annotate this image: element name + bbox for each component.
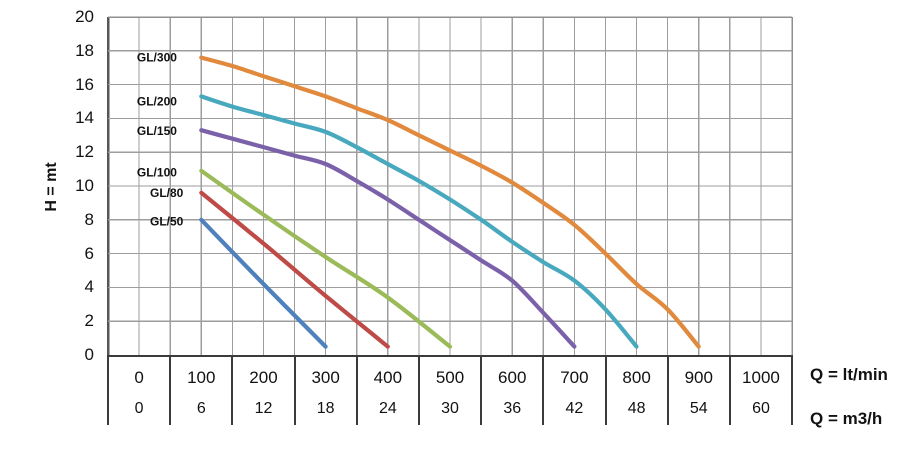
x-axis-column: 400 24 — [358, 357, 420, 425]
y-tick-label: 8 — [84, 209, 94, 229]
x-tick-m3-h: 12 — [254, 400, 273, 417]
x-tick-m3-h: 42 — [565, 400, 584, 417]
series-label-gl-150: GL/150 — [137, 124, 177, 138]
x-tick-m3-h: 48 — [627, 400, 646, 417]
y-tick-label: 18 — [75, 40, 94, 60]
y-tick-label: 6 — [84, 243, 94, 263]
series-curve-gl-100 — [199, 168, 453, 349]
y-tick-label: 20 — [75, 7, 94, 26]
x-axis-unit-lt-min: Q = lt/min — [810, 365, 888, 384]
series-label-gl-200: GL/200 — [137, 95, 177, 109]
y-tick-label: 4 — [84, 277, 94, 297]
x-axis-column: 800 48 — [607, 357, 669, 425]
y-tick-label: 12 — [75, 142, 94, 162]
series-curve-gl-80 — [199, 190, 390, 349]
y-tick-label: 2 — [84, 311, 94, 331]
x-axis-column: 100 6 — [171, 357, 234, 425]
x-tick-lt-min: 500 — [435, 368, 465, 387]
y-tick-label: 14 — [75, 108, 94, 128]
x-tick-lt-min: 800 — [622, 368, 651, 387]
series-label-gl-100: GL/100 — [137, 166, 177, 180]
x-axis-column: 500 30 — [420, 357, 483, 425]
series-label-gl-300: GL/300 — [137, 51, 177, 65]
x-tick-lt-min: 200 — [249, 368, 278, 387]
x-tick-m3-h: 18 — [316, 400, 335, 417]
x-axis-column: 900 54 — [669, 357, 731, 425]
series-curve-gl-50 — [199, 217, 328, 349]
series-label-gl-50: GL/50 — [150, 215, 184, 229]
y-tick-label: 10 — [75, 176, 94, 195]
x-tick-lt-min: 300 — [311, 368, 340, 387]
x-axis-column: 300 18 — [296, 357, 358, 425]
x-tick-m3-h: 6 — [196, 400, 206, 417]
x-tick-m3-h: 0 — [134, 400, 144, 417]
x-axis-value-table: 0 0 100 6 200 12 300 18 400 24 500 30 600 36 700 42 800 4… — [107, 355, 794, 425]
series-curve-gl-200 — [199, 94, 639, 349]
x-axis-unit-m3-h: Q = m3/h — [810, 409, 883, 428]
series-label-gl-80: GL/80 — [150, 186, 184, 200]
x-tick-lt-min: 100 — [187, 368, 216, 387]
y-tick-label: 16 — [75, 74, 94, 94]
x-tick-lt-min: 1000 — [742, 368, 780, 387]
x-tick-lt-min: 0 — [134, 368, 144, 387]
x-tick-lt-min: 600 — [498, 368, 527, 387]
x-tick-m3-h: 24 — [378, 400, 397, 417]
x-tick-m3-h: 30 — [441, 400, 459, 417]
x-tick-m3-h: 36 — [503, 400, 522, 417]
x-axis-column: 200 12 — [233, 357, 296, 425]
x-tick-m3-h: 54 — [689, 400, 708, 417]
series-curve-gl-300 — [199, 55, 701, 349]
x-axis-column: 700 42 — [544, 357, 607, 425]
x-tick-lt-min: 400 — [373, 368, 403, 387]
series-curve-gl-150 — [199, 128, 577, 349]
x-tick-lt-min: 900 — [684, 368, 713, 387]
x-axis-column: 1000 60 — [731, 357, 794, 425]
x-tick-lt-min: 700 — [560, 368, 589, 387]
x-tick-m3-h: 60 — [752, 400, 770, 417]
y-tick-label: 0 — [84, 345, 94, 364]
x-axis-column: 600 36 — [482, 357, 545, 425]
